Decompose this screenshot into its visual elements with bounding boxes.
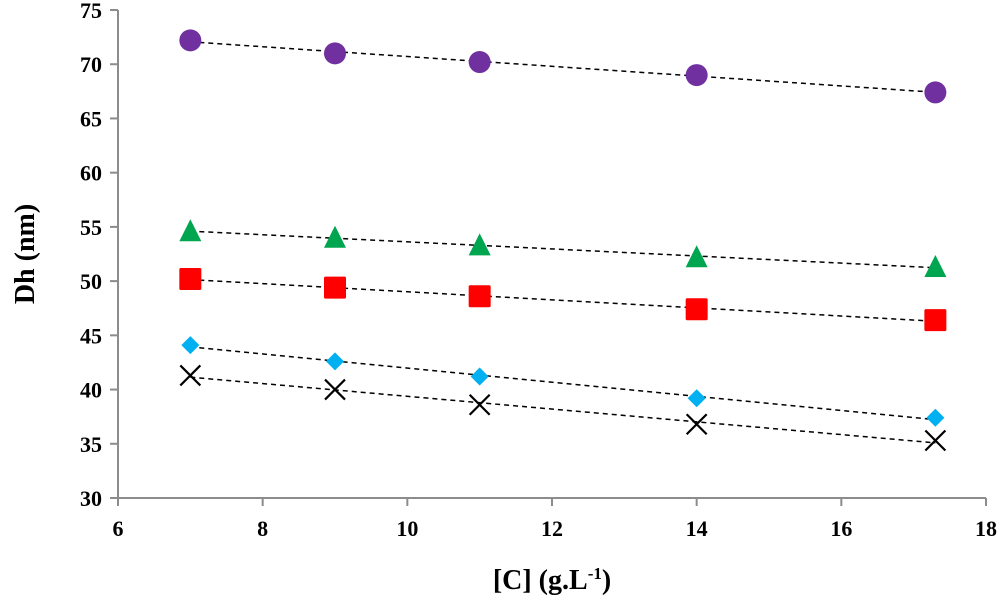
y-tick-label: 60 bbox=[80, 161, 102, 186]
square-series-point bbox=[324, 276, 346, 299]
square-series-point bbox=[685, 298, 708, 321]
diamond-series-point bbox=[926, 408, 945, 427]
circle-series-point bbox=[924, 81, 947, 104]
y-tick-label: 75 bbox=[80, 0, 102, 23]
markers bbox=[179, 29, 947, 452]
cross-series-point bbox=[324, 378, 346, 401]
circle-series-trendline bbox=[190, 41, 936, 94]
y-tick-label: 65 bbox=[80, 106, 102, 131]
square-series-trendline bbox=[190, 278, 936, 323]
x-marker-stroke bbox=[468, 393, 491, 416]
y-tick-label: 55 bbox=[80, 215, 102, 240]
square-series-point bbox=[179, 267, 202, 290]
x-axis-title-sup: -1 bbox=[588, 564, 602, 583]
axes: 30 35 40 45 50 55 60 65 70 75 6 8 10 12 14 16 18 bbox=[80, 0, 997, 541]
triangle-series-point bbox=[468, 233, 491, 256]
cross-series-point bbox=[685, 413, 708, 436]
y-tick-label: 35 bbox=[80, 432, 102, 457]
x-tick-label: 10 bbox=[396, 516, 418, 541]
y-tick-label: 45 bbox=[80, 323, 102, 348]
x-tick-label: 12 bbox=[541, 516, 563, 541]
x-axis-title-main: [C] (g.L bbox=[493, 565, 588, 596]
y-tick-label: 30 bbox=[80, 486, 102, 511]
trendlines bbox=[190, 41, 936, 444]
cross-series-trendline bbox=[190, 376, 936, 444]
triangle-series-point bbox=[324, 225, 346, 248]
circle-series-point bbox=[685, 64, 708, 87]
triangle-series-point bbox=[924, 255, 947, 278]
cross-series-point bbox=[924, 429, 947, 452]
y-tick-label: 70 bbox=[80, 52, 102, 77]
circle-series-point bbox=[179, 29, 202, 52]
triangle-series-trendline bbox=[190, 230, 936, 269]
x-marker-stroke bbox=[685, 413, 708, 436]
cross-series-point bbox=[179, 364, 202, 387]
triangle-series-point bbox=[179, 219, 202, 242]
diamond-series-point bbox=[687, 389, 706, 408]
triangle-series-point bbox=[685, 245, 708, 268]
square-series-point bbox=[468, 285, 491, 308]
x-tick-label: 6 bbox=[113, 516, 124, 541]
x-axis-title: [C] (g.L-1) bbox=[493, 564, 611, 596]
square-series-point bbox=[924, 309, 947, 332]
cross-series-point bbox=[468, 393, 491, 416]
circle-series-point bbox=[468, 51, 491, 74]
x-tick-label: 14 bbox=[686, 516, 708, 541]
x-axis-title-end: ) bbox=[602, 565, 611, 596]
diamond-series-point bbox=[470, 367, 489, 386]
y-axis-title: Dh (nm) bbox=[10, 204, 41, 304]
diamond-series-point bbox=[181, 336, 200, 355]
x-marker-stroke bbox=[324, 378, 346, 401]
x-tick-label: 16 bbox=[830, 516, 852, 541]
x-marker-stroke bbox=[179, 364, 202, 387]
y-tick-label: 40 bbox=[80, 378, 102, 403]
x-marker-stroke bbox=[924, 429, 947, 452]
x-tick-label: 18 bbox=[975, 516, 997, 541]
diamond-series-trendline bbox=[190, 346, 936, 421]
x-tick-label: 8 bbox=[257, 516, 268, 541]
circle-series-point bbox=[324, 42, 346, 65]
y-tick-label: 50 bbox=[80, 269, 102, 294]
diamond-series-point bbox=[326, 352, 344, 371]
